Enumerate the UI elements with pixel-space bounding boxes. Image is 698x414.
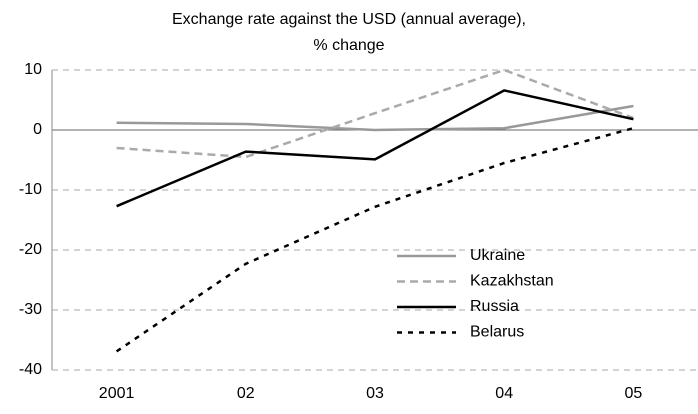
y-tick-label: 0 bbox=[33, 121, 42, 138]
legend-label: Russia bbox=[470, 298, 519, 315]
series-line bbox=[116, 104, 634, 132]
y-tick-label: -20 bbox=[19, 241, 42, 258]
series-line bbox=[115, 126, 634, 353]
series-line bbox=[116, 89, 634, 208]
x-tick-label: 05 bbox=[625, 385, 643, 402]
y-tick-label: 10 bbox=[24, 61, 42, 78]
legend-label: Ukraine bbox=[470, 247, 525, 264]
x-tick-label: 03 bbox=[366, 385, 384, 402]
y-tick-label: -40 bbox=[19, 361, 42, 378]
x-tick-label: 04 bbox=[495, 385, 513, 402]
series-line bbox=[116, 68, 634, 159]
legend-label: Belarus bbox=[470, 324, 524, 341]
legend-label: Kazakhstan bbox=[470, 273, 554, 290]
chart-title: % change bbox=[313, 37, 384, 54]
x-tick-label: 02 bbox=[237, 385, 255, 402]
x-tick-label: 2001 bbox=[99, 385, 135, 402]
y-tick-label: -30 bbox=[19, 301, 42, 318]
chart-title: Exchange rate against the USD (annual av… bbox=[172, 11, 526, 28]
y-tick-label: -10 bbox=[19, 181, 42, 198]
